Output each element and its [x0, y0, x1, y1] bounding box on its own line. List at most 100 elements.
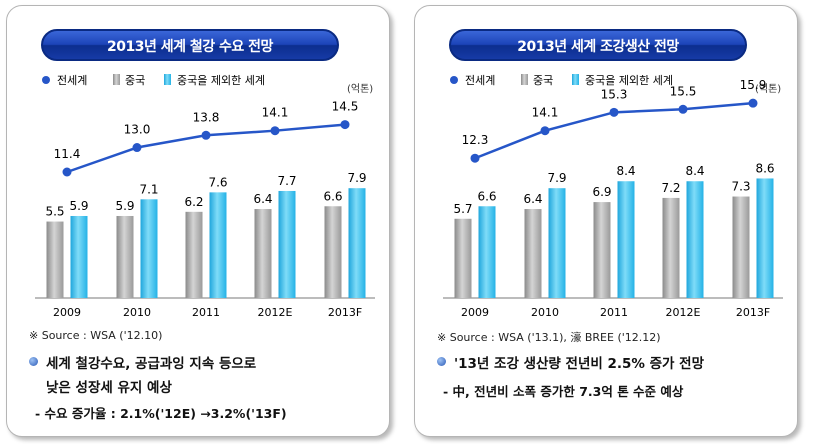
summary-line-2: 낮은 성장세 유지 예상 — [46, 380, 172, 396]
unit-label: (억톤) — [755, 83, 781, 95]
bar-china-2009 — [454, 218, 472, 298]
label-china-2013F: 6.6 — [323, 189, 342, 203]
bar-ex-china-2010 — [140, 199, 158, 298]
tick-2010: 2010 — [531, 306, 559, 319]
label-china-2013F: 7.3 — [731, 180, 750, 194]
legend-china-marker — [521, 74, 528, 85]
bar-ex-china-2013F — [756, 178, 774, 298]
label-china-2010: 5.9 — [115, 199, 134, 213]
legend-china-label: 중국 — [533, 74, 553, 87]
unit-label: (억톤) — [347, 83, 373, 95]
tick-2011: 2011 — [600, 306, 628, 319]
label-china-2009: 5.5 — [45, 205, 64, 219]
tick-2013F: 2013F — [328, 306, 362, 319]
label-ex-china-2009: 6.6 — [477, 189, 496, 203]
label-ex-china-2010: 7.1 — [139, 182, 158, 196]
tick-2012E: 2012E — [258, 306, 293, 319]
label-china-2012E: 6.4 — [253, 192, 272, 206]
legend-china-label: 중국 — [125, 74, 145, 87]
legend-world-label: 전세계 — [57, 74, 87, 87]
steel-demand-chart: 전세계 중국 중국을 제외한 세계 (억톤) 5.5 5.9 2009 5.9 7.1 2010 6… — [35, 74, 375, 319]
summary-note: 세계 철강수요, 공급과잉 지속 등으로 낮은 성장세 유지 예상 — [29, 352, 256, 400]
bullet-icon — [437, 357, 446, 366]
bar-china-2009 — [46, 221, 64, 298]
bar-ex-china-2012E — [278, 190, 296, 298]
world-point-2010 — [540, 126, 550, 136]
bar-ex-china-2009 — [478, 206, 496, 298]
label-world-2013F: 15.9 — [740, 78, 767, 92]
world-point-2011 — [201, 130, 211, 140]
world-point-2010 — [132, 143, 142, 153]
source-note: ※ Source : WSA ('13.1), 濠 BREE ('12.12) — [437, 331, 661, 344]
label-china-2010: 6.4 — [523, 192, 542, 206]
label-world-2012E: 14.1 — [262, 106, 289, 120]
label-world-2009: 11.4 — [54, 147, 81, 161]
label-china-2011: 6.9 — [592, 185, 611, 199]
bar-ex-china-2011 — [209, 192, 227, 298]
label-ex-china-2013F: 8.6 — [755, 161, 774, 175]
legend-world-marker — [450, 76, 458, 84]
bar-china-2013F — [732, 196, 750, 298]
bar-ex-china-2012E — [686, 181, 704, 298]
growth-rate-note: - 수요 증가율 : 2.1%('12E) →3.2%('13F) — [35, 406, 287, 421]
label-ex-china-2009: 5.9 — [69, 199, 88, 213]
bar-ex-china-2010 — [548, 188, 566, 298]
summary-line-1: '13년 조강 생산량 전년비 2.5% 증가 전망 — [454, 356, 705, 372]
crude-steel-panel: 2013년 세계 조강생산 전망 전세계 중국 중국을 제외한 세계 (억톤) 5.7 6… — [414, 5, 798, 437]
label-world-2011: 15.3 — [601, 87, 628, 101]
world-point-2012E — [270, 126, 280, 136]
chart-title: 2013년 세계 철강 수요 전망 — [41, 29, 339, 61]
bar-ex-china-2009 — [70, 215, 88, 298]
tick-2011: 2011 — [192, 306, 220, 319]
world-point-2009 — [470, 153, 480, 163]
bar-china-2012E — [662, 197, 680, 298]
tick-2009: 2009 — [461, 306, 489, 319]
steel-demand-panel: 2013년 세계 철강 수요 전망 전세계 중국 중국을 제외한 세계 (억톤) 5.5… — [6, 5, 390, 437]
label-china-2011: 6.2 — [184, 195, 203, 209]
legend: 전세계 중국 중국을 제외한 세계 — [450, 74, 673, 87]
bar-china-2012E — [254, 209, 272, 298]
bullet-icon — [29, 357, 38, 366]
label-ex-china-2012E: 7.7 — [277, 174, 296, 188]
source-note: ※ Source : WSA ('12.10) — [29, 329, 163, 342]
legend-ex-china-marker — [164, 74, 171, 85]
world-point-2009 — [62, 167, 72, 177]
legend-ex-china-label: 중국을 제외한 세계 — [585, 74, 673, 87]
label-world-2010: 13.0 — [124, 123, 151, 137]
label-china-2012E: 7.2 — [661, 181, 680, 195]
china-output-note: - 中, 전년비 소폭 증가한 7.3억 톤 수준 예상 — [443, 384, 684, 399]
tick-2010: 2010 — [123, 306, 151, 319]
chart-title: 2013년 세계 조강생산 전망 — [449, 29, 747, 61]
label-ex-china-2011: 8.4 — [616, 164, 635, 178]
legend-china-marker — [113, 74, 120, 85]
legend-ex-china-label: 중국을 제외한 세계 — [177, 74, 265, 87]
tick-2009: 2009 — [53, 306, 81, 319]
legend-world-label: 전세계 — [465, 74, 495, 87]
label-world-2013F: 14.5 — [332, 100, 359, 114]
bar-china-2010 — [524, 209, 542, 298]
world-point-2013F — [748, 98, 758, 108]
summary-note: '13년 조강 생산량 전년비 2.5% 증가 전망 — [437, 352, 704, 376]
crude-steel-chart: 전세계 중국 중국을 제외한 세계 (억톤) 5.7 6.6 2009 6.4 7.9 2010 6… — [443, 74, 783, 319]
label-ex-china-2013F: 7.9 — [347, 171, 366, 185]
bar-china-2010 — [116, 215, 134, 298]
world-point-2011 — [609, 107, 619, 117]
bar-ex-china-2011 — [617, 181, 635, 298]
bar-ex-china-2013F — [348, 188, 366, 298]
label-world-2012E: 15.5 — [670, 84, 697, 98]
world-point-2013F — [340, 120, 350, 130]
label-world-2011: 13.8 — [193, 110, 220, 124]
bar-china-2013F — [324, 206, 342, 298]
summary-line-1: 세계 철강수요, 공급과잉 지속 등으로 — [46, 356, 257, 372]
bar-china-2011 — [185, 211, 203, 298]
label-ex-china-2012E: 8.4 — [685, 164, 704, 178]
label-china-2009: 5.7 — [453, 202, 472, 216]
legend-world-marker — [42, 76, 50, 84]
legend: 전세계 중국 중국을 제외한 세계 — [42, 74, 265, 87]
legend-ex-china-marker — [572, 74, 579, 85]
tick-2013F: 2013F — [736, 306, 770, 319]
tick-2012E: 2012E — [666, 306, 701, 319]
label-world-2010: 14.1 — [532, 106, 559, 120]
label-ex-china-2010: 7.9 — [547, 171, 566, 185]
bar-china-2011 — [593, 202, 611, 298]
